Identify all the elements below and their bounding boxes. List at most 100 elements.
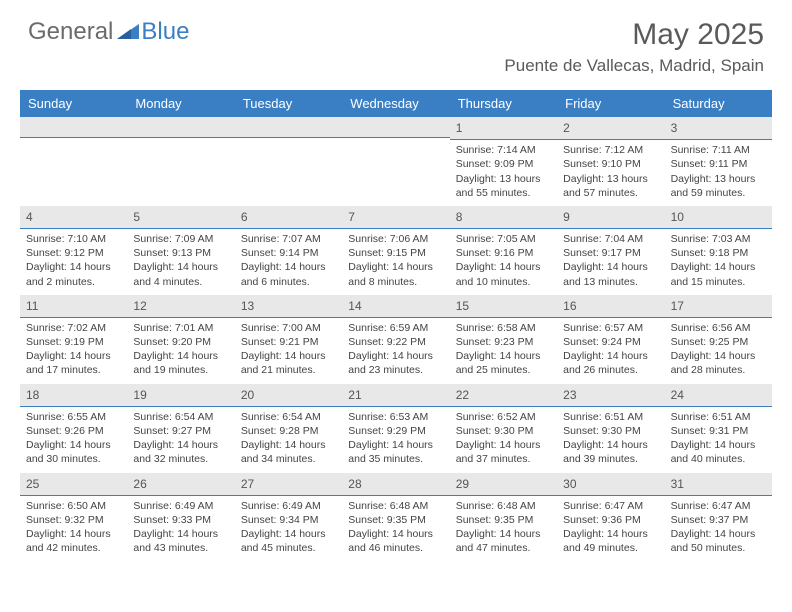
- day-number: 9: [557, 206, 664, 229]
- day-cell: 7Sunrise: 7:06 AMSunset: 9:15 PMDaylight…: [342, 206, 449, 295]
- sunrise-text: Sunrise: 6:56 AM: [671, 321, 766, 335]
- day-cell: 18Sunrise: 6:55 AMSunset: 9:26 PMDayligh…: [20, 384, 127, 473]
- day-cell: 22Sunrise: 6:52 AMSunset: 9:30 PMDayligh…: [450, 384, 557, 473]
- day-number: 31: [665, 473, 772, 496]
- daylight-text: Daylight: 14 hours and 4 minutes.: [133, 260, 228, 288]
- sunset-text: Sunset: 9:13 PM: [133, 246, 228, 260]
- daylight-text: Daylight: 13 hours and 55 minutes.: [456, 172, 551, 200]
- sunrise-text: Sunrise: 6:47 AM: [671, 499, 766, 513]
- day-content: Sunrise: 6:57 AMSunset: 9:24 PMDaylight:…: [557, 318, 664, 384]
- day-content: Sunrise: 7:00 AMSunset: 9:21 PMDaylight:…: [235, 318, 342, 384]
- day-content: Sunrise: 6:59 AMSunset: 9:22 PMDaylight:…: [342, 318, 449, 384]
- day-number: 6: [235, 206, 342, 229]
- daylight-text: Daylight: 14 hours and 23 minutes.: [348, 349, 443, 377]
- sunrise-text: Sunrise: 7:10 AM: [26, 232, 121, 246]
- title-block: May 2025 Puente de Vallecas, Madrid, Spa…: [504, 18, 764, 76]
- sunrise-text: Sunrise: 6:54 AM: [241, 410, 336, 424]
- day-cell: [127, 117, 234, 206]
- day-content: Sunrise: 7:14 AMSunset: 9:09 PMDaylight:…: [450, 140, 557, 206]
- day-cell: 31Sunrise: 6:47 AMSunset: 9:37 PMDayligh…: [665, 473, 772, 562]
- sunrise-text: Sunrise: 7:01 AM: [133, 321, 228, 335]
- day-number: 11: [20, 295, 127, 318]
- day-number: 18: [20, 384, 127, 407]
- sunrise-text: Sunrise: 6:54 AM: [133, 410, 228, 424]
- day-cell: 16Sunrise: 6:57 AMSunset: 9:24 PMDayligh…: [557, 295, 664, 384]
- sunrise-text: Sunrise: 6:51 AM: [671, 410, 766, 424]
- day-content: Sunrise: 6:51 AMSunset: 9:30 PMDaylight:…: [557, 407, 664, 473]
- day-number: 2: [557, 117, 664, 140]
- sunset-text: Sunset: 9:26 PM: [26, 424, 121, 438]
- daylight-text: Daylight: 14 hours and 13 minutes.: [563, 260, 658, 288]
- logo-text-blue: Blue: [141, 18, 189, 46]
- sunrise-text: Sunrise: 6:50 AM: [26, 499, 121, 513]
- day-content: Sunrise: 7:05 AMSunset: 9:16 PMDaylight:…: [450, 229, 557, 295]
- daylight-text: Daylight: 14 hours and 40 minutes.: [671, 438, 766, 466]
- sunset-text: Sunset: 9:17 PM: [563, 246, 658, 260]
- sunrise-text: Sunrise: 6:48 AM: [348, 499, 443, 513]
- day-content: Sunrise: 6:49 AMSunset: 9:33 PMDaylight:…: [127, 496, 234, 562]
- daylight-text: Daylight: 14 hours and 19 minutes.: [133, 349, 228, 377]
- day-content: Sunrise: 7:04 AMSunset: 9:17 PMDaylight:…: [557, 229, 664, 295]
- sunrise-text: Sunrise: 7:09 AM: [133, 232, 228, 246]
- day-number: 20: [235, 384, 342, 407]
- day-cell: 12Sunrise: 7:01 AMSunset: 9:20 PMDayligh…: [127, 295, 234, 384]
- daylight-text: Daylight: 14 hours and 21 minutes.: [241, 349, 336, 377]
- weekday-header: Friday: [557, 90, 664, 117]
- day-number: 5: [127, 206, 234, 229]
- sunset-text: Sunset: 9:32 PM: [26, 513, 121, 527]
- week-row: 11Sunrise: 7:02 AMSunset: 9:19 PMDayligh…: [20, 295, 772, 384]
- day-content: Sunrise: 6:50 AMSunset: 9:32 PMDaylight:…: [20, 496, 127, 562]
- daylight-text: Daylight: 14 hours and 50 minutes.: [671, 527, 766, 555]
- day-cell: 3Sunrise: 7:11 AMSunset: 9:11 PMDaylight…: [665, 117, 772, 206]
- day-cell: 14Sunrise: 6:59 AMSunset: 9:22 PMDayligh…: [342, 295, 449, 384]
- day-number: 16: [557, 295, 664, 318]
- sunrise-text: Sunrise: 6:47 AM: [563, 499, 658, 513]
- daylight-text: Daylight: 14 hours and 2 minutes.: [26, 260, 121, 288]
- sunrise-text: Sunrise: 7:14 AM: [456, 143, 551, 157]
- day-cell: 23Sunrise: 6:51 AMSunset: 9:30 PMDayligh…: [557, 384, 664, 473]
- sunrise-text: Sunrise: 7:04 AM: [563, 232, 658, 246]
- day-content: Sunrise: 7:07 AMSunset: 9:14 PMDaylight:…: [235, 229, 342, 295]
- sunrise-text: Sunrise: 7:05 AM: [456, 232, 551, 246]
- day-number: 29: [450, 473, 557, 496]
- weekday-header: Wednesday: [342, 90, 449, 117]
- day-content: Sunrise: 6:54 AMSunset: 9:27 PMDaylight:…: [127, 407, 234, 473]
- sunset-text: Sunset: 9:24 PM: [563, 335, 658, 349]
- day-cell: 25Sunrise: 6:50 AMSunset: 9:32 PMDayligh…: [20, 473, 127, 562]
- week-row: 4Sunrise: 7:10 AMSunset: 9:12 PMDaylight…: [20, 206, 772, 295]
- day-number-empty: [342, 117, 449, 138]
- daylight-text: Daylight: 14 hours and 28 minutes.: [671, 349, 766, 377]
- day-cell: 5 Sunrise: 7:09 AMSunset: 9:13 PMDaylight…: [127, 206, 234, 295]
- daylight-text: Daylight: 14 hours and 30 minutes.: [26, 438, 121, 466]
- sunset-text: Sunset: 9:21 PM: [241, 335, 336, 349]
- sunrise-text: Sunrise: 6:49 AM: [133, 499, 228, 513]
- day-number: 23: [557, 384, 664, 407]
- sunset-text: Sunset: 9:16 PM: [456, 246, 551, 260]
- logo-triangle-icon: [117, 21, 139, 44]
- sunrise-text: Sunrise: 6:48 AM: [456, 499, 551, 513]
- day-cell: 1Sunrise: 7:14 AMSunset: 9:09 PMDaylight…: [450, 117, 557, 206]
- day-content: Sunrise: 6:49 AMSunset: 9:34 PMDaylight:…: [235, 496, 342, 562]
- day-content: Sunrise: 7:10 AMSunset: 9:12 PMDaylight:…: [20, 229, 127, 295]
- sunset-text: Sunset: 9:10 PM: [563, 157, 658, 171]
- day-content: [20, 138, 127, 196]
- sunset-text: Sunset: 9:31 PM: [671, 424, 766, 438]
- day-cell: 29Sunrise: 6:48 AMSunset: 9:35 PMDayligh…: [450, 473, 557, 562]
- location: Puente de Vallecas, Madrid, Spain: [504, 56, 764, 76]
- sunset-text: Sunset: 9:15 PM: [348, 246, 443, 260]
- sunset-text: Sunset: 9:14 PM: [241, 246, 336, 260]
- day-number: 15: [450, 295, 557, 318]
- day-content: Sunrise: 6:47 AMSunset: 9:37 PMDaylight:…: [665, 496, 772, 562]
- sunset-text: Sunset: 9:11 PM: [671, 157, 766, 171]
- day-content: Sunrise: 6:47 AMSunset: 9:36 PMDaylight:…: [557, 496, 664, 562]
- sunrise-text: Sunrise: 6:51 AM: [563, 410, 658, 424]
- sunrise-text: Sunrise: 7:03 AM: [671, 232, 766, 246]
- day-number-empty: [235, 117, 342, 138]
- logo-text-general: General: [28, 18, 113, 46]
- day-cell: 10Sunrise: 7:03 AMSunset: 9:18 PMDayligh…: [665, 206, 772, 295]
- day-number: 14: [342, 295, 449, 318]
- day-number: 7: [342, 206, 449, 229]
- daylight-text: Daylight: 14 hours and 49 minutes.: [563, 527, 658, 555]
- logo: General Blue: [28, 18, 189, 46]
- day-cell: 20Sunrise: 6:54 AMSunset: 9:28 PMDayligh…: [235, 384, 342, 473]
